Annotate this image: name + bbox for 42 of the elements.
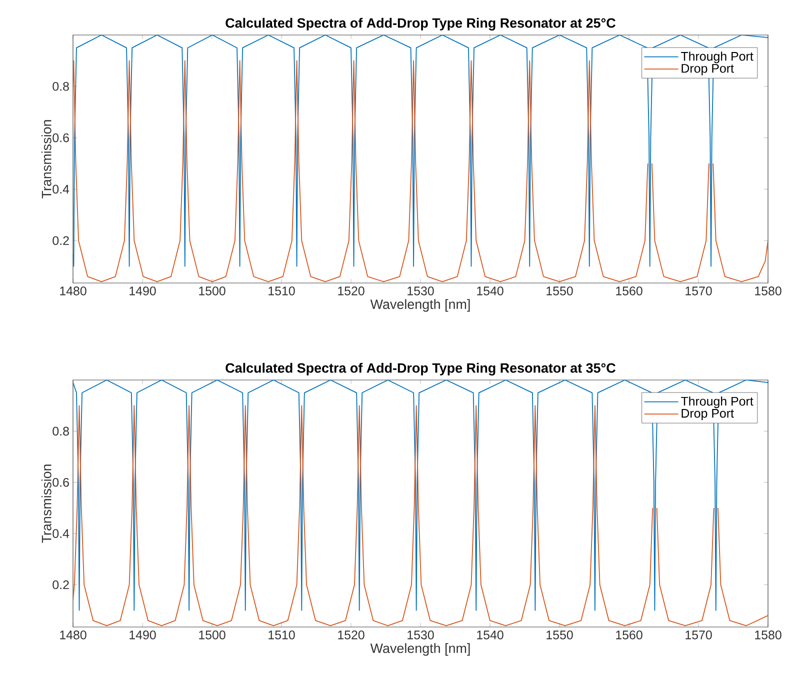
x-tick-label: 1490 xyxy=(130,630,156,640)
legend-label: Through Port xyxy=(680,396,754,408)
y-axis-title: Transmission xyxy=(41,120,52,198)
x-tick-label: 1550 xyxy=(546,286,573,296)
x-tick-label: 1530 xyxy=(408,630,434,640)
x-tick-label: 1570 xyxy=(686,630,712,640)
x-tick-label: 1530 xyxy=(408,286,434,296)
x-tick-label: 1520 xyxy=(338,630,364,640)
x-tick-label: 1560 xyxy=(616,630,642,640)
line-series xyxy=(73,34,768,267)
x-tick-label: 1480 xyxy=(60,286,86,296)
x-tick-label: 1570 xyxy=(686,286,712,296)
x-tick-label: 1490 xyxy=(130,286,156,296)
x-tick-label: 1520 xyxy=(338,286,364,296)
y-tick-label: 0.8 xyxy=(52,82,69,91)
line-series xyxy=(73,380,768,611)
y-tick-label: 0.2 xyxy=(52,236,69,245)
chart-title: Calculated Spectra of Add-Drop Type Ring Resonator at 25°C xyxy=(226,18,616,30)
x-axis-title: Wavelength [nm] xyxy=(370,299,470,312)
chart-title: Calculated Spectra of Add-Drop Type Ring Resonator at 35°C xyxy=(226,362,616,376)
y-axis-title: Transmission xyxy=(41,464,52,543)
legend-label: Drop Port xyxy=(682,64,734,76)
y-tick-label: 0.6 xyxy=(52,133,69,142)
x-tick-label: 1540 xyxy=(477,630,504,640)
x-tick-label: 1550 xyxy=(546,630,573,640)
legend-label: Drop Port xyxy=(682,409,734,420)
y-tick-label: 0.4 xyxy=(52,529,70,538)
x-tick-label: 1580 xyxy=(755,630,782,640)
x-tick-label: 1500 xyxy=(199,630,226,640)
y-tick-label: 0.4 xyxy=(52,184,70,194)
x-tick-label: 1510 xyxy=(268,286,295,296)
x-tick-label: 1560 xyxy=(616,286,642,296)
x-tick-label: 1540 xyxy=(477,286,504,296)
legend-label: Through Port xyxy=(680,52,754,64)
y-tick-label: 0.8 xyxy=(52,426,69,436)
x-tick-label: 1480 xyxy=(60,630,86,640)
y-tick-label: 0.2 xyxy=(52,580,69,590)
x-tick-label: 1500 xyxy=(199,286,226,296)
y-tick-label: 0.6 xyxy=(52,478,69,487)
x-axis-title: Wavelength [nm] xyxy=(370,643,470,656)
x-tick-label: 1510 xyxy=(268,630,295,640)
x-tick-label: 1580 xyxy=(755,286,782,296)
